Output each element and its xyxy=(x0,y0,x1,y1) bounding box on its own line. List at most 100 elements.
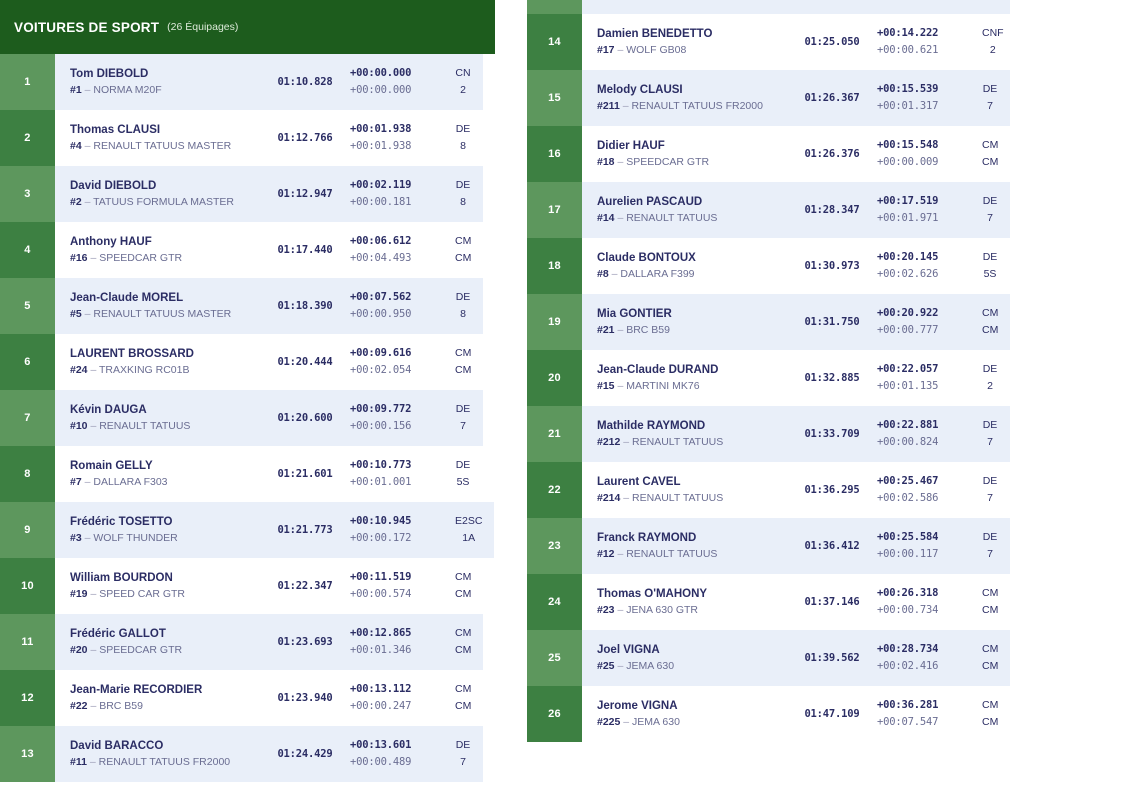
table-row[interactable]: 8 Romain GELLY #7 – DALLARA F303 01:21.601 +… xyxy=(0,446,483,502)
class-subgroup: 7 xyxy=(460,420,466,432)
car-number: #14 xyxy=(597,211,615,224)
rank-cell: 22 xyxy=(527,462,582,518)
results-column-left: VOITURES DE SPORT (26 Équipages) 1 Tom DI… xyxy=(0,0,495,782)
table-row[interactable]: 6 LAURENT BROSSARD #24 – TRAXKING RC01B 01:… xyxy=(0,334,483,390)
table-row[interactable]: 24 Thomas O'MAHONY #23 – JENA 630 GTR 01:37… xyxy=(527,574,1010,630)
rank-cell: 2 xyxy=(0,110,55,166)
driver-name: Jerome VIGNA xyxy=(597,700,678,713)
table-row[interactable]: 25 Joel VIGNA #25 – JEMA 630 01:39.562 +00:2… xyxy=(527,630,1011,686)
car-model: RENAULT TATUUS MASTER xyxy=(93,307,232,320)
driver-cell: Damien BENEDETTO #17 – WOLF GB08 xyxy=(582,26,787,58)
car-line: #5 – RENAULT TATUUS MASTER xyxy=(70,307,260,322)
lap-time-cell: 01:24.429 xyxy=(277,748,333,760)
row-body: Jean-Claude DURAND #15 – MARTINI MK76 01:3… xyxy=(582,350,1010,406)
gap-cell: +00:13.601 +00:00.489 xyxy=(350,737,455,771)
table-row[interactable]: 18 Claude BONTOUX #8 – DALLARA F399 01:30.9… xyxy=(527,238,1010,294)
lap-time-cell: 01:17.440 xyxy=(277,244,333,256)
car-separator: – xyxy=(87,699,100,712)
car-line: #14 – RENAULT TATUUS xyxy=(597,211,787,226)
gap-to-leader: +00:02.119 xyxy=(350,179,412,192)
class-cell: DE 7 xyxy=(982,529,998,563)
class-cell: CM CM xyxy=(455,233,471,267)
class-cell: DE 7 xyxy=(455,401,471,435)
rank-cell: 24 xyxy=(527,574,582,630)
row-body: Kévin DAUGA #10 – RENAULT TATUUS 01:20.600… xyxy=(55,390,483,446)
row-body: Jean-Marie RECORDIER #22 – BRC B59 01:23.9… xyxy=(55,670,483,726)
table-row[interactable]: 2 Thomas CLAUSI #4 – RENAULT TATUUS MASTER… xyxy=(0,110,483,166)
car-separator: – xyxy=(87,419,100,432)
table-row[interactable]: 1 Tom DIEBOLD #1 – NORMA M20F 01:10.828 +00:… xyxy=(0,54,483,110)
gap-cell: +00:25.584 +00:00.117 xyxy=(877,529,982,563)
car-separator: – xyxy=(614,211,627,224)
table-row[interactable]: 21 Mathilde RAYMOND #212 – RENAULT TATUUS 0… xyxy=(527,406,1010,462)
class-group: DE xyxy=(455,403,471,416)
car-model: WOLF THUNDER xyxy=(93,531,178,544)
class-cell: CM CM xyxy=(455,681,471,715)
driver-cell: Jean-Marie RECORDIER #22 – BRC B59 xyxy=(55,682,260,714)
driver-cell: Thomas O'MAHONY #23 – JENA 630 GTR xyxy=(582,586,787,618)
gap-cell: +00:15.548 +00:00.009 xyxy=(877,137,982,171)
table-row[interactable]: 10 William BOURDON #19 – SPEED CAR GTR 01:2… xyxy=(0,558,483,614)
car-separator: – xyxy=(87,643,100,656)
table-row[interactable]: 3 David DIEBOLD #2 – TATUUS FORMULA MASTER… xyxy=(0,166,483,222)
gap-to-leader: +00:22.881 xyxy=(877,419,939,432)
table-row[interactable]: 23 Franck RAYMOND #12 – RENAULT TATUUS 01:3… xyxy=(527,518,1010,574)
driver-name: Joel VIGNA xyxy=(597,644,660,657)
driver-cell: Claude BONTOUX #8 – DALLARA F399 xyxy=(582,250,787,282)
car-line: #1 – NORMA M20F xyxy=(70,83,260,98)
table-row[interactable]: 9 Frédéric TOSETTO #3 – WOLF THUNDER 01:21.… xyxy=(0,502,495,558)
car-line: #4 – RENAULT TATUUS MASTER xyxy=(70,139,260,154)
car-model: RENAULT TATUUS FR2000 xyxy=(631,99,763,112)
car-model: SPEEDCAR GTR xyxy=(626,155,710,168)
table-row[interactable]: 12 Jean-Marie RECORDIER #22 – BRC B59 01:23… xyxy=(0,670,483,726)
table-row[interactable]: 4 Anthony HAUF #16 – SPEEDCAR GTR 01:17.440… xyxy=(0,222,483,278)
table-row[interactable]: 22 Laurent CAVEL #214 – RENAULT TATUUS 01:3… xyxy=(527,462,1010,518)
gap-cell: +00:20.145 +00:02.626 xyxy=(877,249,982,283)
table-row[interactable]: 5 Jean-Claude MOREL #5 – RENAULT TATUUS MA… xyxy=(0,278,483,334)
table-row[interactable]: 26 Jerome VIGNA #225 – JEMA 630 01:47.109 +0… xyxy=(527,686,1010,742)
driver-cell: Tom DIEBOLD #1 – NORMA M20F xyxy=(55,66,260,98)
lap-time-cell: 01:37.146 xyxy=(804,596,860,608)
class-subgroup: 2 xyxy=(460,84,466,96)
table-row[interactable]: 11 Frédéric GALLOT #20 – SPEEDCAR GTR 01:23… xyxy=(0,614,484,670)
table-row[interactable]: 20 Jean-Claude DURAND #15 – MARTINI MK76 01… xyxy=(527,350,1010,406)
gap-cell: +00:06.612 +00:04.493 xyxy=(350,233,455,267)
car-separator: – xyxy=(87,363,100,376)
driver-name: Romain GELLY xyxy=(70,460,153,473)
car-line: #22 – BRC B59 xyxy=(70,699,260,714)
rank-cell: 19 xyxy=(527,294,582,350)
row-body: Romain GELLY #7 – DALLARA F303 01:21.601 +0… xyxy=(55,446,483,502)
lap-time-cell: 01:23.940 xyxy=(277,692,333,704)
rank-cell: 18 xyxy=(527,238,582,294)
row-body: Mathilde RAYMOND #212 – RENAULT TATUUS 01:… xyxy=(582,406,1010,462)
car-number: #214 xyxy=(597,491,621,504)
rank-cell: 15 xyxy=(527,70,582,126)
class-cell: DE 7 xyxy=(982,193,998,227)
row-body: Frédéric GALLOT #20 – SPEEDCAR GTR 01:23.6… xyxy=(55,614,484,670)
gap-cell: +00:22.881 +00:00.824 xyxy=(877,417,982,451)
gap-to-previous: +00:00.247 xyxy=(350,700,412,712)
table-row[interactable]: 7 Kévin DAUGA #10 – RENAULT TATUUS 01:20.60… xyxy=(0,390,483,446)
table-row[interactable]: 14 Damien BENEDETTO #17 – WOLF GB08 01:25.0… xyxy=(527,14,1010,70)
car-number: #225 xyxy=(597,715,621,728)
gap-cell: +00:10.945 +00:00.172 xyxy=(350,513,455,547)
class-group: CM xyxy=(455,627,472,640)
class-subgroup: CM xyxy=(982,660,999,672)
car-separator: – xyxy=(614,155,627,168)
car-line: #17 – WOLF GB08 xyxy=(597,43,787,58)
gap-to-previous: +00:00.824 xyxy=(877,436,939,448)
rank-cell: 6 xyxy=(0,334,55,390)
driver-cell: David DIEBOLD #2 – TATUUS FORMULA MASTER xyxy=(55,178,260,210)
gap-to-leader: +00:36.281 xyxy=(877,699,939,712)
row-body: Didier HAUF #18 – SPEEDCAR GTR 01:26.376 +0… xyxy=(582,126,1010,182)
car-number: #21 xyxy=(597,323,615,336)
gap-to-previous: +00:00.950 xyxy=(350,308,412,320)
car-model: TRAXKING RC01B xyxy=(99,363,190,376)
table-row[interactable]: 17 Aurelien PASCAUD #14 – RENAULT TATUUS 01… xyxy=(527,182,1010,238)
table-row[interactable]: 19 Mia GONTIER #21 – BRC B59 01:31.750 +00:2… xyxy=(527,294,1011,350)
table-row[interactable]: 15 Melody CLAUSI #211 – RENAULT TATUUS FR2… xyxy=(527,70,1010,126)
gap-cell: +00:36.281 +00:07.547 xyxy=(877,697,982,731)
car-model: JENA 630 GTR xyxy=(626,603,698,616)
table-row[interactable]: 13 David BARACCO #11 – RENAULT TATUUS FR20… xyxy=(0,726,483,782)
table-row[interactable]: 16 Didier HAUF #18 – SPEEDCAR GTR 01:26.376… xyxy=(527,126,1010,182)
